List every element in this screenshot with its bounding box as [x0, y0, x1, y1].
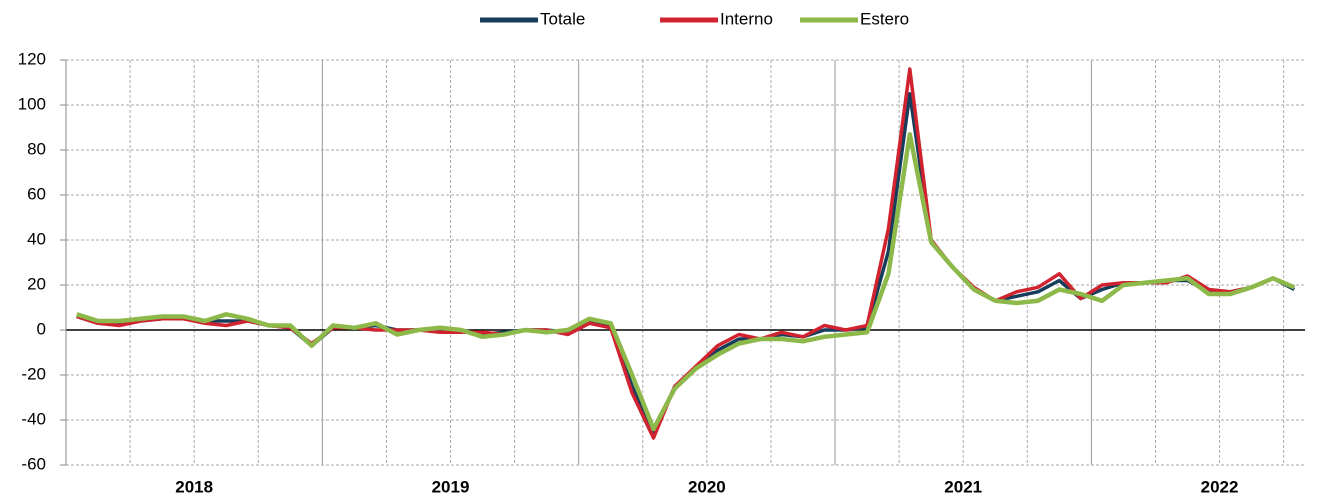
y-tick-label: 80	[27, 139, 46, 158]
series-line	[76, 132, 1296, 432]
y-tick-label: 100	[18, 94, 46, 113]
y-tick-label: -40	[21, 409, 46, 428]
y-tick-label: -20	[21, 364, 46, 383]
y-tick-label: 120	[18, 49, 46, 68]
y-tick-label: 60	[27, 184, 46, 203]
series-line	[76, 92, 1296, 436]
y-tick-label: 40	[27, 229, 46, 248]
series-line	[76, 67, 1295, 440]
y-tick-label: 0	[37, 319, 46, 338]
y-tick-label: 20	[27, 274, 46, 293]
x-tick-label: 2021	[944, 477, 982, 496]
x-tick-label: 2019	[432, 477, 470, 496]
x-tick-label: 2022	[1201, 477, 1239, 496]
legend-label: Interno	[720, 9, 773, 28]
legend-label: Estero	[860, 9, 909, 28]
x-tick-label: 2018	[175, 477, 213, 496]
x-tick-label: 2020	[688, 477, 726, 496]
legend-label: Totale	[540, 9, 585, 28]
y-tick-label: -60	[21, 454, 46, 473]
